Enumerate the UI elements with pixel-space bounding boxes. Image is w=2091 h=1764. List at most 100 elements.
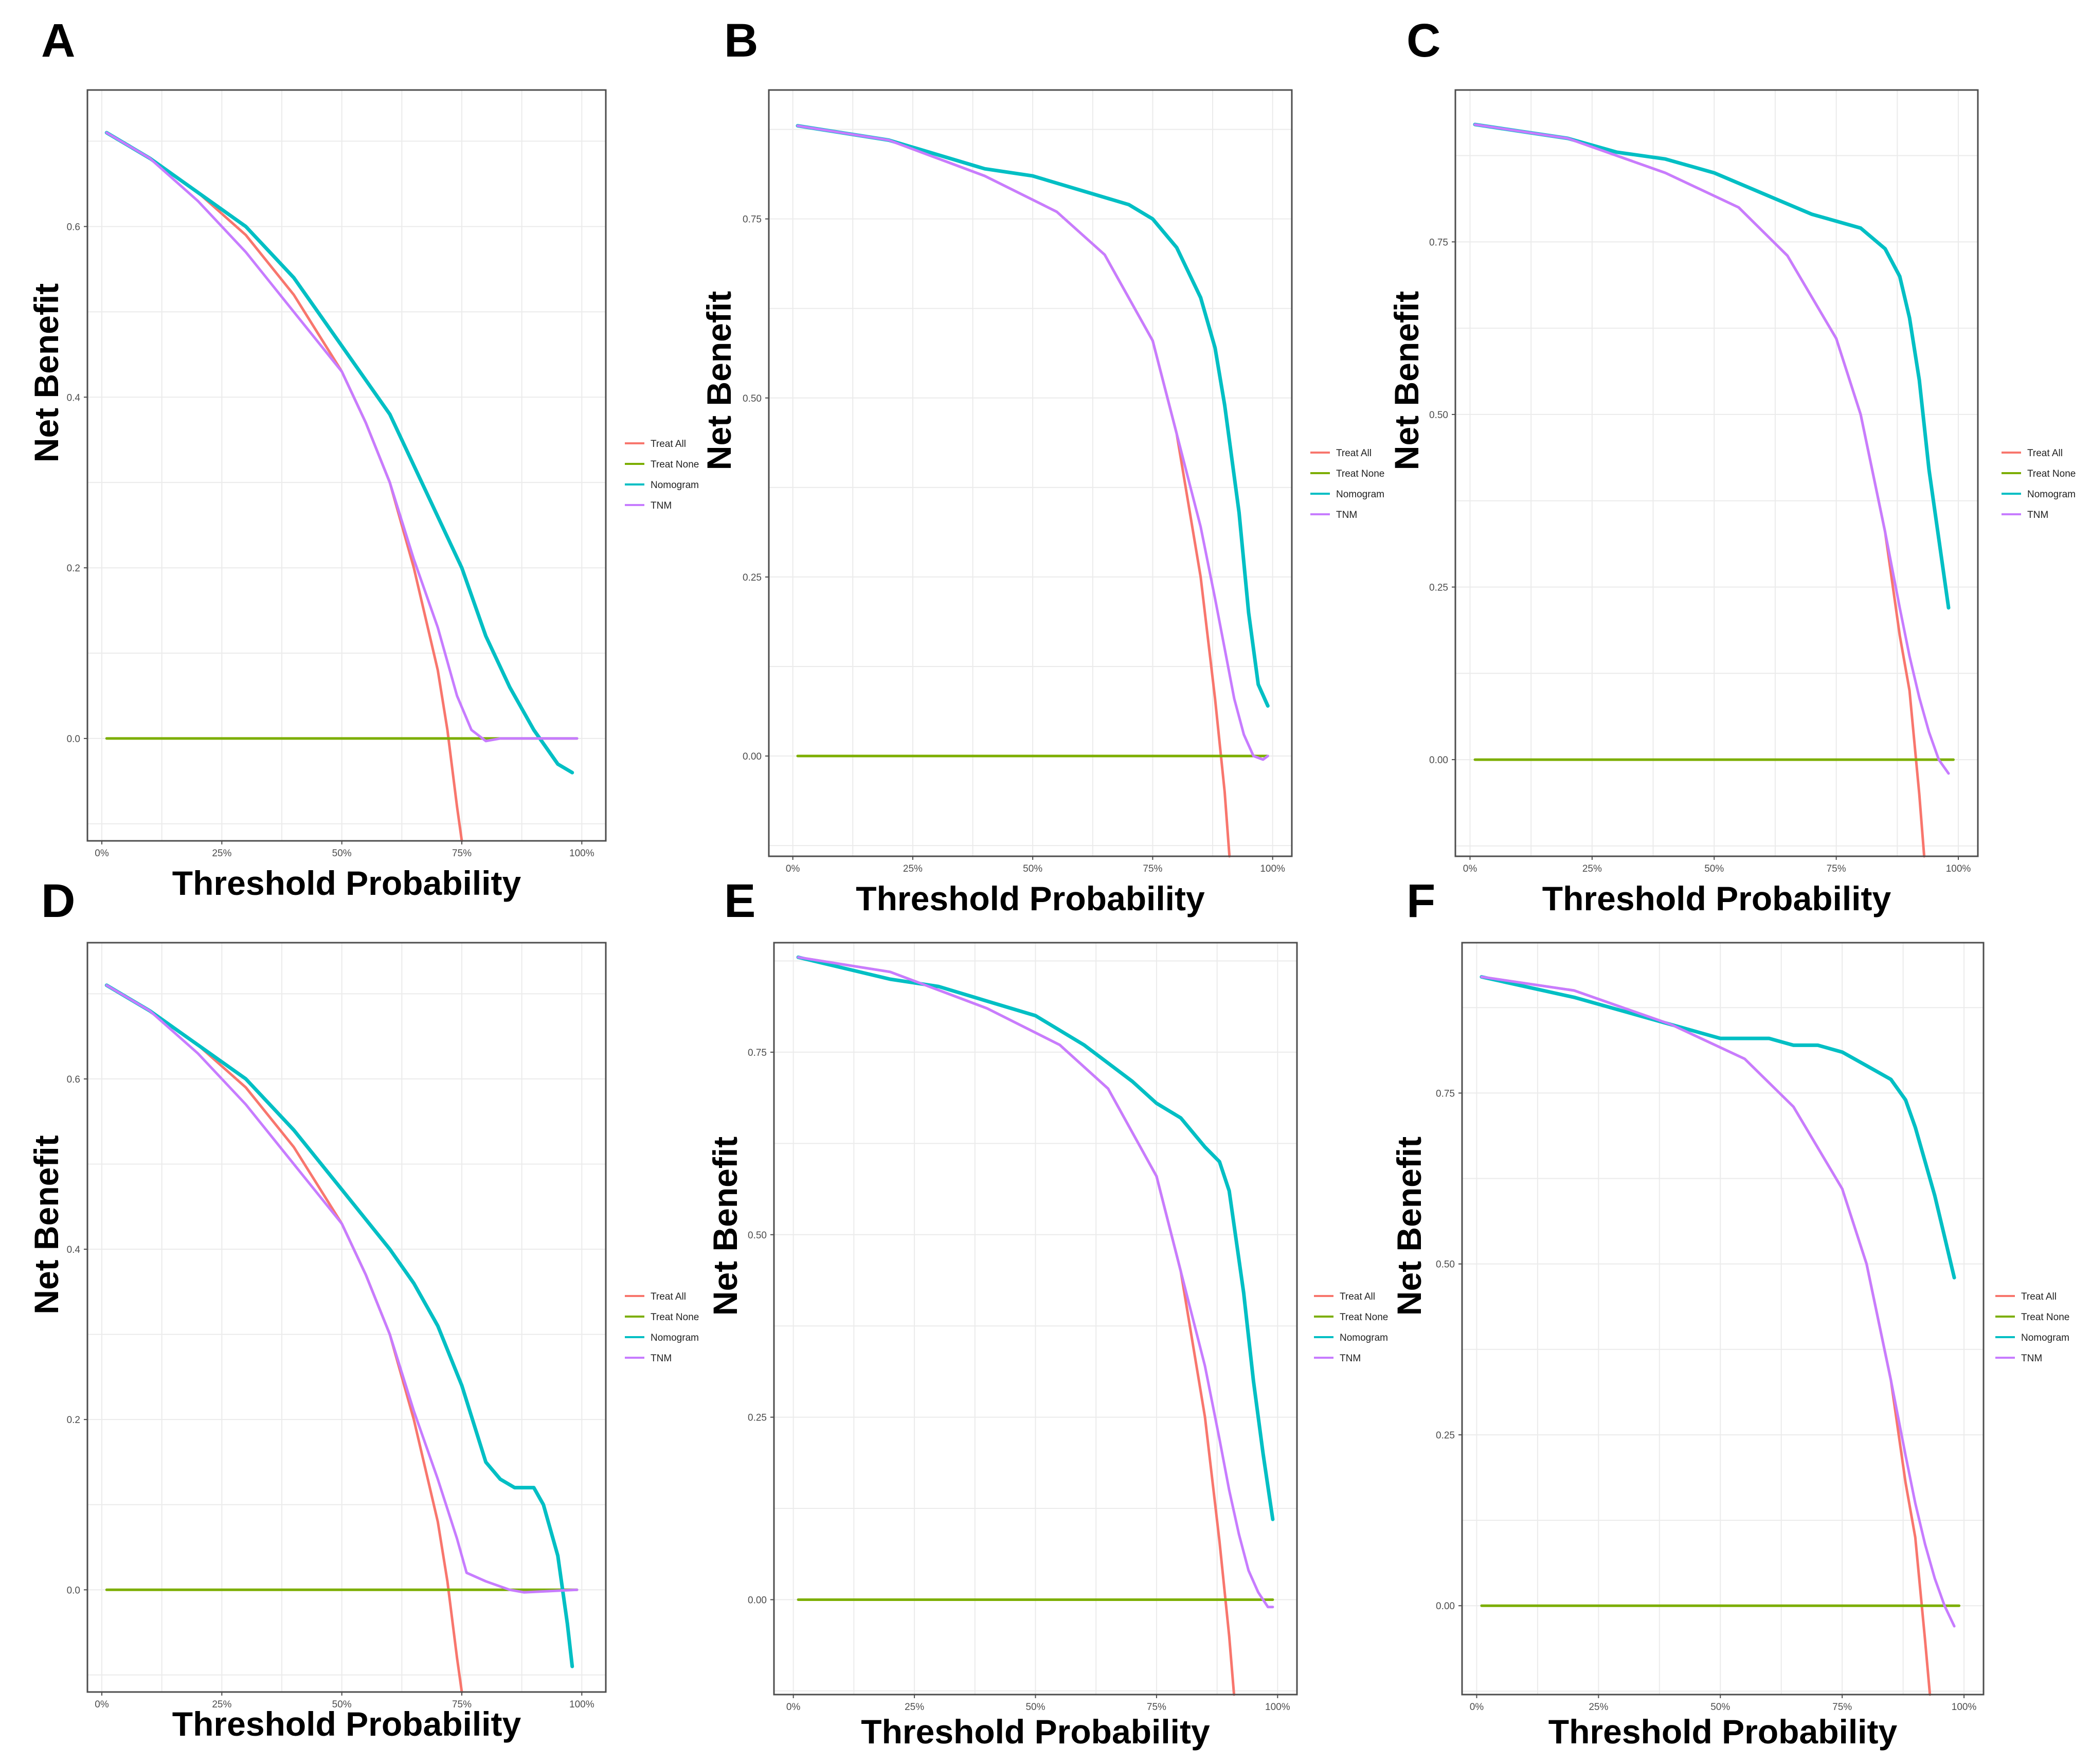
legend: Treat All Treat None Nomogram TNM	[1314, 1291, 1388, 1364]
panel-letter: F	[1407, 875, 1435, 927]
y-tick-label: 0.50	[1429, 410, 1448, 421]
y-axis-title: Net Benefit	[27, 283, 65, 462]
x-tick-label: 50%	[1025, 1702, 1045, 1713]
series-line-tnm	[797, 956, 1274, 1609]
x-tick-label: 75%	[1832, 1702, 1852, 1713]
panel-f: F 0% 25% 50% 75% 100% 0.00 0.25 0.50 0.75 Threshol…	[1390, 875, 2069, 1751]
x-tick-label: 0%	[786, 863, 800, 874]
y-tick-label: 0.25	[748, 1413, 767, 1424]
x-tick-label: 25%	[1589, 1702, 1608, 1713]
legend-label: Treat None	[651, 459, 699, 470]
y-tick-label: 0.75	[748, 1048, 767, 1058]
panel-letter: D	[41, 875, 75, 927]
y-tick-label: 0.6	[67, 222, 80, 232]
y-tick-label: 0.00	[1436, 1601, 1455, 1612]
y-tick-label: 0.2	[67, 563, 80, 574]
legend-label: Treat All	[2021, 1291, 2057, 1302]
x-tick-label: 50%	[332, 1699, 352, 1710]
y-tick-label: 0.6	[67, 1074, 80, 1085]
y-tick-label: 0.50	[748, 1230, 767, 1241]
series-line-tnm	[796, 124, 1269, 761]
panel-d: D 0% 25% 50% 75% 100% 0.0 0.2 0.4 0.6 Threshold Pr…	[27, 875, 699, 1743]
y-tick-label: 0.00	[1429, 755, 1448, 766]
x-tick-label: 75%	[452, 848, 472, 859]
x-tick-label: 100%	[569, 1699, 594, 1710]
legend-label: Treat None	[1340, 1312, 1388, 1323]
panel-b: B 0% 25% 50% 75% 100% 0.00 0.25 0.50 0.75 Threshol…	[700, 14, 1384, 917]
x-axis-title: Threshold Probability	[1542, 879, 1891, 917]
y-axis-title: Net Benefit	[1387, 291, 1426, 470]
plot-frame	[86, 942, 607, 1693]
legend-label: Treat None	[2021, 1312, 2069, 1323]
x-tick-label: 100%	[1952, 1702, 1977, 1713]
series-line-tnm	[105, 131, 579, 743]
x-tick-label: 50%	[1023, 863, 1042, 874]
legend-label: Treat All	[651, 439, 686, 449]
x-tick-label: 0%	[95, 848, 109, 859]
legend-label: Nomogram	[1336, 489, 1384, 500]
x-tick-label: 50%	[1704, 863, 1724, 874]
x-tick-label: 75%	[1827, 863, 1846, 874]
y-axis-title: Net Benefit	[700, 291, 738, 470]
x-tick-label: 0%	[95, 1699, 109, 1710]
y-tick-label: 0.0	[67, 1585, 80, 1596]
x-tick-label: 25%	[1582, 863, 1602, 874]
x-axis-title: Threshold Probability	[861, 1713, 1210, 1751]
y-tick-label: 0.4	[67, 392, 81, 403]
x-tick-label: 0%	[1470, 1702, 1484, 1713]
series-line-nomogram	[104, 131, 574, 775]
x-axis-title: Threshold Probability	[172, 1705, 521, 1743]
series-line-tnm	[105, 984, 579, 1594]
series-line-nomogram	[796, 124, 1270, 708]
y-tick-label: 0.25	[743, 572, 762, 583]
legend-label: Nomogram	[651, 1333, 699, 1343]
panel-letter: C	[1407, 14, 1440, 67]
legend-label: Nomogram	[1340, 1333, 1388, 1343]
series-line-nomogram	[104, 983, 574, 1668]
series-line-tnm	[1480, 976, 1956, 1628]
y-tick-label: 0.00	[743, 751, 762, 762]
y-tick-label: 0.50	[1436, 1259, 1455, 1270]
y-tick-label: 0.00	[748, 1595, 767, 1606]
x-tick-label: 0%	[1463, 863, 1477, 874]
legend-label: Nomogram	[651, 480, 699, 491]
plot-background	[1462, 943, 1984, 1695]
y-axis-title: Net Benefit	[706, 1137, 744, 1316]
series-line-nomogram	[1473, 122, 1951, 610]
x-tick-label: 75%	[1143, 863, 1162, 874]
x-tick-label: 75%	[452, 1699, 472, 1710]
plot-frame	[768, 89, 1293, 857]
y-tick-label: 0.25	[1429, 582, 1448, 593]
legend-label: Treat None	[651, 1312, 699, 1323]
plot-frame	[1461, 942, 1985, 1696]
x-axis-title: Threshold Probability	[856, 879, 1205, 917]
series-line-tnm	[1473, 123, 1950, 775]
y-tick-label: 0.75	[1429, 237, 1448, 248]
legend-label: Nomogram	[2027, 489, 2076, 500]
legend-label: Treat None	[2027, 469, 2076, 479]
y-tick-label: 0.4	[67, 1245, 81, 1255]
y-axis-title: Net Benefit	[27, 1135, 65, 1314]
panel-e: E 0% 25% 50% 75% 100% 0.00 0.25 0.50 0.75 Threshol…	[706, 875, 1388, 1751]
x-tick-label: 50%	[332, 848, 352, 859]
panel-letter: E	[724, 875, 755, 927]
x-tick-label: 75%	[1147, 1702, 1166, 1713]
legend: Treat All Treat None Nomogram TNM	[625, 1291, 699, 1364]
panel-letter: B	[724, 14, 758, 67]
legend: Treat All Treat None Nomogram TNM	[1310, 448, 1384, 520]
plot-background	[87, 90, 606, 841]
legend: Treat All Treat None Nomogram TNM	[2002, 448, 2076, 520]
legend-label: Treat All	[2027, 448, 2063, 459]
x-tick-label: 25%	[905, 1702, 924, 1713]
legend-label: TNM	[1340, 1353, 1361, 1364]
x-tick-label: 100%	[1946, 863, 1971, 874]
x-tick-label: 100%	[569, 848, 594, 859]
y-tick-label: 0.2	[67, 1415, 80, 1426]
x-tick-label: 25%	[212, 1699, 231, 1710]
legend: Treat All Treat None Nomogram TNM	[1995, 1291, 2069, 1364]
y-tick-label: 0.75	[743, 214, 762, 225]
legend-label: Treat All	[1336, 448, 1372, 459]
plot-frame	[1454, 89, 1979, 857]
x-tick-label: 25%	[212, 848, 231, 859]
